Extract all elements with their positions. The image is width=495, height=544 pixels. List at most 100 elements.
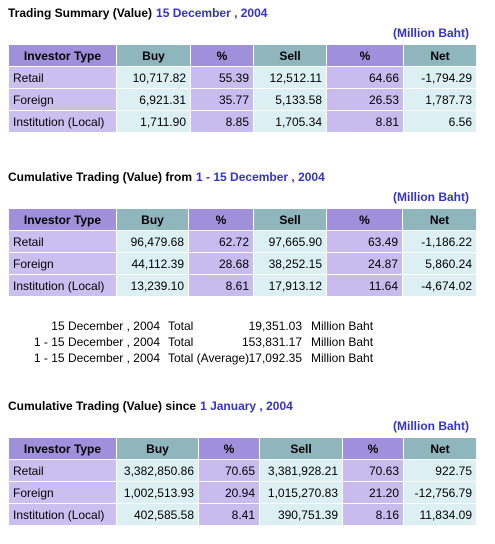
cell: -1,794.29 (404, 67, 476, 88)
data-row: Foreign 6,921.31 35.77 5,133.58 26.53 1,787.7… (9, 89, 476, 110)
cell: 17,913.12 (254, 275, 326, 296)
cell: -12,756.79 (404, 482, 476, 503)
cell: -1,186.22 (403, 231, 476, 252)
row-label: Institution (Local) (9, 111, 116, 132)
row-label: Retail (9, 67, 116, 88)
cell: 70.65 (199, 460, 259, 481)
cell: 11.64 (327, 275, 402, 296)
row-label: Foreign (9, 89, 116, 110)
cell: 390,751.39 (260, 504, 342, 525)
summary-unit: Million Baht (311, 319, 374, 333)
summary-unit: Million Baht (311, 335, 374, 349)
summary-label: Total (Average) (168, 351, 250, 365)
cell: 6.56 (404, 111, 476, 132)
period: 1 - 15 December , 2004 (196, 170, 325, 184)
data-table: Investor Type Buy% Sell% Net Retail 96,479.68… (8, 208, 477, 297)
summary-label: Total (168, 335, 194, 349)
summary-period: 15 December , 2004 (51, 319, 160, 333)
header-cell: % (189, 209, 253, 230)
data-row: Institution (Local) 402,585.58 8.41 390,751… (9, 504, 476, 525)
cell: 24.87 (327, 253, 402, 274)
section-title: Trading Summary (Value) 15 December , 200… (8, 6, 267, 20)
data-row: Institution (Local) 13,239.10 8.61 17,913.1… (9, 275, 476, 296)
title-text: Cumulative Trading (Value) from (8, 170, 193, 184)
cell: 3,382,850.86 (117, 460, 198, 481)
header-cell: Sell (254, 45, 326, 66)
cell: 97,665.90 (254, 231, 326, 252)
cell: 6,921.31 (117, 89, 190, 110)
cell: 38,252.15 (254, 253, 326, 274)
cell: 21.20 (343, 482, 403, 503)
cell: 44,112.39 (117, 253, 188, 274)
row-label: Retail (9, 460, 116, 481)
data-table: Investor Type Buy% Sell% Net Retail 3,382,850… (8, 437, 477, 526)
cell: 5,860.24 (403, 253, 476, 274)
header-cell: % (327, 45, 403, 66)
cell: 70.63 (343, 460, 403, 481)
data-row: Retail 96,479.68 62.72 97,665.90 63.49 -1,186… (9, 231, 476, 252)
header-cell: % (199, 438, 259, 459)
header-cell: Buy (117, 209, 188, 230)
cell: 20.94 (199, 482, 259, 503)
summary-value: 153,831.17 (241, 335, 302, 349)
header-cell: Net (403, 209, 476, 230)
cell: 8.61 (189, 275, 253, 296)
summary-label: Total (168, 319, 194, 333)
cell: 1,705.34 (254, 111, 326, 132)
header-cell: Buy (117, 45, 190, 66)
summary-value: 17,092.35 (248, 351, 302, 365)
header-cell: Net (404, 45, 476, 66)
cell: 8.16 (343, 504, 403, 525)
cell: 1,015,270.83 (260, 482, 342, 503)
cell: 1,787.73 (404, 89, 476, 110)
data-row: Retail 3,382,850.86 70.65 3,381,928.21 70.63… (9, 460, 476, 481)
row-label: Institution (Local) (9, 504, 116, 525)
row-label: Retail (9, 231, 116, 252)
header-cell: Investor Type (9, 45, 116, 66)
data-row: Institution (Local) 1,711.90 8.85 1,705.34 8… (9, 111, 476, 132)
header-cell: Sell (254, 209, 326, 230)
cell: 96,479.68 (117, 231, 188, 252)
header-cell: Net (404, 438, 476, 459)
section-title: Cumulative Trading (Value) from 1 - 15 De… (8, 170, 325, 184)
cell: 13,239.10 (117, 275, 188, 296)
cell: 8.85 (191, 111, 253, 132)
header-cell: % (327, 209, 402, 230)
period: 15 December , 2004 (156, 6, 268, 20)
data-row: Retail 10,717.82 55.39 12,512.11 64.66 -1,794… (9, 67, 476, 88)
cell: 922.75 (404, 460, 476, 481)
cell: 35.77 (191, 89, 253, 110)
header-cell: % (191, 45, 253, 66)
title-text: Trading Summary (Value) (8, 6, 153, 20)
row-label: Foreign (9, 253, 116, 274)
cell: 11,834.09 (404, 504, 476, 525)
cell: 10,717.82 (117, 67, 190, 88)
header-cell: Investor Type (9, 209, 116, 230)
cell: 28.68 (189, 253, 253, 274)
header-row: Investor Type Buy% Sell% Net (9, 45, 476, 66)
cell: 8.41 (199, 504, 259, 525)
cell: 62.72 (189, 231, 253, 252)
cell: 12,512.11 (254, 67, 326, 88)
cell: 63.49 (327, 231, 402, 252)
unit-label: (Million Baht) (393, 419, 469, 433)
period: 1 January , 2004 (200, 399, 293, 413)
cell: 1,002,513.93 (117, 482, 198, 503)
header-cell: Sell (260, 438, 342, 459)
unit-label: (Million Baht) (393, 190, 469, 204)
cell: 55.39 (191, 67, 253, 88)
data-row: Foreign 44,112.39 28.68 38,252.15 24.87 5,860… (9, 253, 476, 274)
header-cell: Investor Type (9, 438, 116, 459)
header-row: Investor Type Buy% Sell% Net (9, 209, 476, 230)
header-cell: % (343, 438, 403, 459)
cell: 64.66 (327, 67, 403, 88)
summary-unit: Million Baht (311, 351, 374, 365)
unit-label: (Million Baht) (393, 26, 469, 40)
cell: 1,711.90 (117, 111, 190, 132)
cell: 3,381,928.21 (260, 460, 342, 481)
header-row: Investor Type Buy% Sell% Net (9, 438, 476, 459)
data-row: Foreign 1,002,513.93 20.94 1,015,270.83 21.2… (9, 482, 476, 503)
cell: 8.81 (327, 111, 403, 132)
cell: 5,133.58 (254, 89, 326, 110)
